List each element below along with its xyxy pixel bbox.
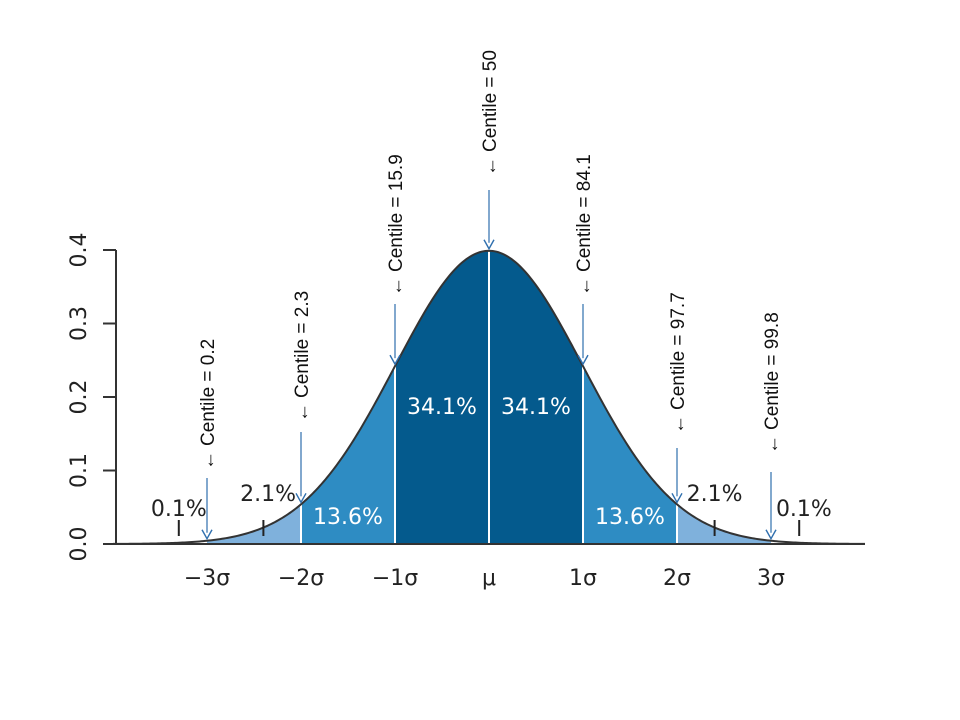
centile-label-0: Centile = 0.2 bbox=[198, 339, 219, 446]
region-percent-label-3: 34.1% bbox=[501, 395, 571, 420]
left-arrow-icon: ← bbox=[668, 415, 689, 434]
y-tick-label-1: 0.1 bbox=[67, 453, 92, 488]
centile-arrow-head-1 bbox=[295, 492, 307, 504]
region-percent-label-4: 13.6% bbox=[595, 505, 665, 530]
tail-percent-label-0: 0.1% bbox=[151, 497, 207, 522]
centile-arrow-head-2 bbox=[389, 354, 401, 366]
centile-annotation-3: ← Centile = 50 bbox=[480, 50, 501, 176]
x-tick-label-4: 1σ bbox=[569, 566, 597, 591]
centile-label-6: Centile = 99.8 bbox=[762, 312, 783, 430]
left-arrow-icon: ← bbox=[198, 451, 219, 470]
left-arrow-icon: ← bbox=[386, 277, 407, 296]
density-curve-layer bbox=[112, 249, 866, 545]
y-tick-label-2: 0.2 bbox=[67, 380, 92, 415]
x-tick-label-2: −1σ bbox=[372, 566, 418, 591]
x-tick-label-3: μ bbox=[482, 566, 496, 591]
left-arrow-icon: ← bbox=[480, 157, 501, 176]
x-tick-label-1: −2σ bbox=[278, 566, 324, 591]
density-curve bbox=[112, 249, 866, 545]
centile-arrow-head-4 bbox=[577, 354, 589, 366]
x-tick-label-5: 2σ bbox=[663, 566, 691, 591]
left-arrow-icon: ← bbox=[574, 277, 595, 296]
left-arrow-icon: ← bbox=[292, 403, 313, 422]
region-percent-label-1: 13.6% bbox=[313, 505, 383, 530]
centile-arrow-head-0 bbox=[201, 529, 213, 541]
centile-annotations: ← Centile = 0.2 ← Centile = 2.3 ← Centile = 1… bbox=[198, 50, 783, 541]
centile-arrow-head-3 bbox=[483, 239, 495, 251]
x-tick-label-0: −3σ bbox=[184, 566, 230, 591]
axes: 0.0 0.1 0.2 0.3 0.4 −3σ −2σ −1σ μ 1σ 2σ 3σ bbox=[67, 233, 865, 591]
centile-label-1: Centile = 2.3 bbox=[292, 291, 313, 398]
centile-annotation-1: ← Centile = 2.3 bbox=[292, 291, 313, 422]
centile-annotation-0: ← Centile = 0.2 bbox=[198, 339, 219, 470]
centile-annotation-2: ← Centile = 15.9 bbox=[386, 154, 407, 296]
y-tick-label-0: 0.0 bbox=[67, 527, 92, 562]
x-tick-label-6: 3σ bbox=[757, 566, 785, 591]
left-arrow-icon: ← bbox=[762, 435, 783, 454]
y-tick-label-4: 0.4 bbox=[67, 233, 92, 268]
centile-annotation-4: ← Centile = 84.1 bbox=[574, 154, 595, 296]
centile-label-2: Centile = 15.9 bbox=[386, 154, 407, 272]
tail-percent-label-3: 0.1% bbox=[776, 497, 832, 522]
centile-arrow-head-6 bbox=[765, 529, 777, 541]
centile-label-5: Centile = 97.7 bbox=[668, 292, 689, 410]
centile-label-3: Centile = 50 bbox=[480, 50, 501, 152]
centile-arrow-head-5 bbox=[671, 492, 683, 504]
region-labels: 13.6% 34.1% 34.1% 13.6% 0.1% 2.1% 2.1% 0.1% bbox=[151, 395, 832, 530]
region-area-5 bbox=[677, 504, 771, 544]
centile-label-4: Centile = 84.1 bbox=[574, 154, 595, 272]
centile-annotation-6: ← Centile = 99.8 bbox=[762, 312, 783, 454]
y-tick-label-3: 0.3 bbox=[67, 306, 92, 341]
tail-percent-label-2: 2.1% bbox=[687, 482, 743, 507]
region-area-0 bbox=[207, 504, 301, 544]
tail-percent-label-1: 2.1% bbox=[240, 482, 296, 507]
region-percent-label-2: 34.1% bbox=[407, 395, 477, 420]
centile-annotation-5: ← Centile = 97.7 bbox=[668, 292, 689, 434]
